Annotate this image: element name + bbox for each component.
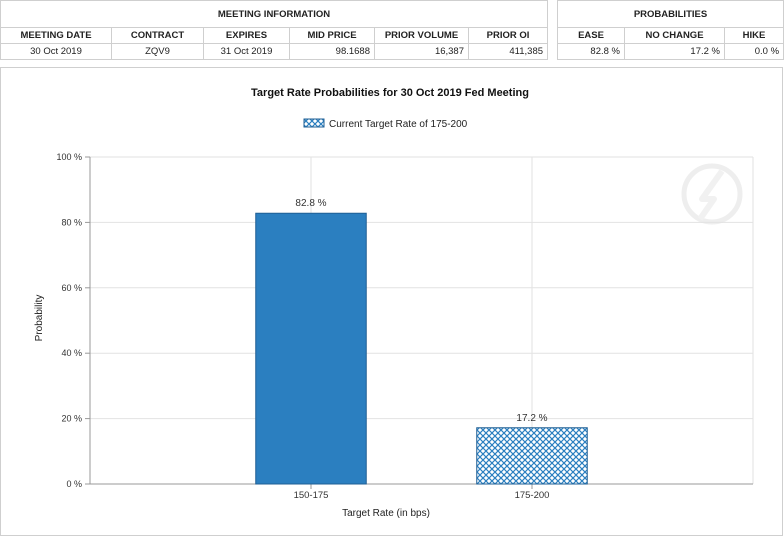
col-ease: EASE (557, 27, 625, 44)
data-label: 17.2 % (516, 413, 547, 424)
bar-175-200 (476, 427, 588, 485)
legend-label: Current Target Rate of 175-200 (329, 119, 468, 130)
cell-prior-volume: 16,387 (374, 43, 469, 60)
cell-prior-oi: 411,385 (467, 43, 549, 60)
bars (255, 212, 588, 485)
bar-150-175 (255, 212, 367, 485)
probability-chart: Target Rate Probabilities for 30 Oct 201… (34, 87, 754, 519)
col-prior-oi: PRIOR OI (467, 27, 549, 44)
col-mid-price: MID PRICE (289, 27, 375, 44)
y-axis-label: Probability (34, 295, 45, 342)
gridlines (89, 156, 754, 485)
y-tick-label: 0 % (66, 479, 82, 489)
y-tick-label: 20 % (61, 414, 82, 424)
col-no-change: NO CHANGE (624, 27, 725, 44)
axes: 0 % 20 % 40 % 60 % 80 % 100 % 150-175 175-200 (56, 152, 753, 501)
meeting-information-table: MEETING INFORMATION MEETING DATE CONTRAC… (0, 0, 549, 60)
data-label: 82.8 % (295, 198, 326, 209)
cell-hike: 0.0 % (723, 43, 784, 60)
col-expires: EXPIRES (203, 27, 290, 44)
watermark-logo (681, 163, 743, 225)
cell-contract: ZQV9 (111, 43, 204, 60)
x-tick-label: 175-200 (515, 490, 550, 501)
data-labels: 82.8 % 17.2 % (295, 198, 547, 424)
col-hike: HIKE (723, 27, 784, 44)
col-meeting-date: MEETING DATE (0, 27, 112, 44)
col-prior-volume: PRIOR VOLUME (374, 27, 469, 44)
y-tick-label: 100 % (56, 152, 82, 162)
table-row: 82.8 % 17.2 % 0.0 % (557, 43, 784, 60)
probabilities-table: PROBABILITIES EASE NO CHANGE HIKE 82.8 %… (556, 0, 784, 60)
y-tick-label: 40 % (61, 348, 82, 358)
legend-swatch (303, 118, 325, 128)
cell-expires: 31 Oct 2019 (203, 43, 290, 60)
cell-mid-price: 98.1688 (289, 43, 375, 60)
x-tick-label: 150-175 (294, 490, 329, 501)
legend: Current Target Rate of 175-200 (303, 118, 468, 130)
cell-ease: 82.8 % (557, 43, 625, 60)
col-contract: CONTRACT (111, 27, 204, 44)
chart-title: Target Rate Probabilities for 30 Oct 201… (251, 87, 529, 99)
y-tick-label: 80 % (61, 217, 82, 227)
cell-no-change: 17.2 % (624, 43, 725, 60)
cell-meeting-date: 30 Oct 2019 (0, 43, 112, 60)
x-axis-label: Target Rate (in bps) (342, 508, 430, 519)
table-row: 30 Oct 2019 ZQV9 31 Oct 2019 98.1688 16,… (0, 43, 549, 60)
meeting-information-header: MEETING INFORMATION (0, 0, 549, 28)
y-tick-label: 60 % (61, 283, 82, 293)
probabilities-header: PROBABILITIES (556, 0, 784, 28)
